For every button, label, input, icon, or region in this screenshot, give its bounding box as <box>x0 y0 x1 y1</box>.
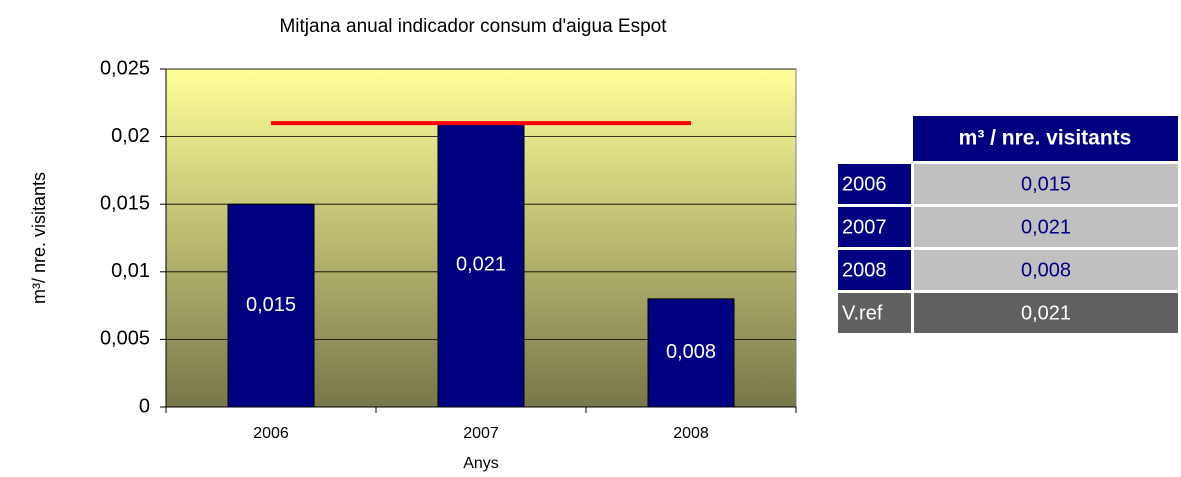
table-row-label-cell <box>838 164 911 204</box>
table-row-label: 2008 <box>842 259 887 281</box>
table-value-cell <box>914 250 1178 290</box>
y-tick-label: 0,02 <box>111 125 150 147</box>
data-label: 0,021 <box>456 253 506 275</box>
table-value: 0,021 <box>1021 302 1071 324</box>
table-value: 0,015 <box>1021 173 1071 195</box>
y-tick-label: 0,025 <box>100 57 150 79</box>
data-label: 0,008 <box>666 341 716 363</box>
y-tick-label: 0 <box>139 395 150 417</box>
x-tick-label: 2007 <box>463 425 499 442</box>
table-row-label-cell <box>838 293 911 333</box>
table-row-label: 2006 <box>842 173 887 195</box>
y-tick-label: 0,015 <box>100 192 150 214</box>
table-row-label-cell <box>838 207 911 247</box>
x-tick-label: 2006 <box>253 425 289 442</box>
y-tick-label: 0,005 <box>100 328 150 350</box>
table-row-label: 2007 <box>842 216 887 238</box>
table-value: 0,008 <box>1021 259 1071 281</box>
y-axis-label: m³/ nre. visitants <box>29 172 49 304</box>
x-tick-label: 2008 <box>673 425 709 442</box>
table-value: 0,021 <box>1021 216 1071 238</box>
bar <box>647 298 735 408</box>
x-axis-label: Anys <box>463 455 499 472</box>
table-row-label: V.ref <box>842 302 883 324</box>
table-value-cell <box>914 207 1178 247</box>
y-tick-label: 0,01 <box>111 260 150 282</box>
table-value-cell <box>914 293 1178 333</box>
table-value-cell <box>914 164 1178 204</box>
table-header: m³ / nre. visitants <box>959 127 1132 150</box>
table-row-label-cell <box>838 250 911 290</box>
bar <box>227 203 315 408</box>
table-header-cell <box>913 116 1178 161</box>
chart-title: Mitjana anual indicador consum d'aigua E… <box>279 16 667 37</box>
data-label: 0,015 <box>246 294 296 316</box>
